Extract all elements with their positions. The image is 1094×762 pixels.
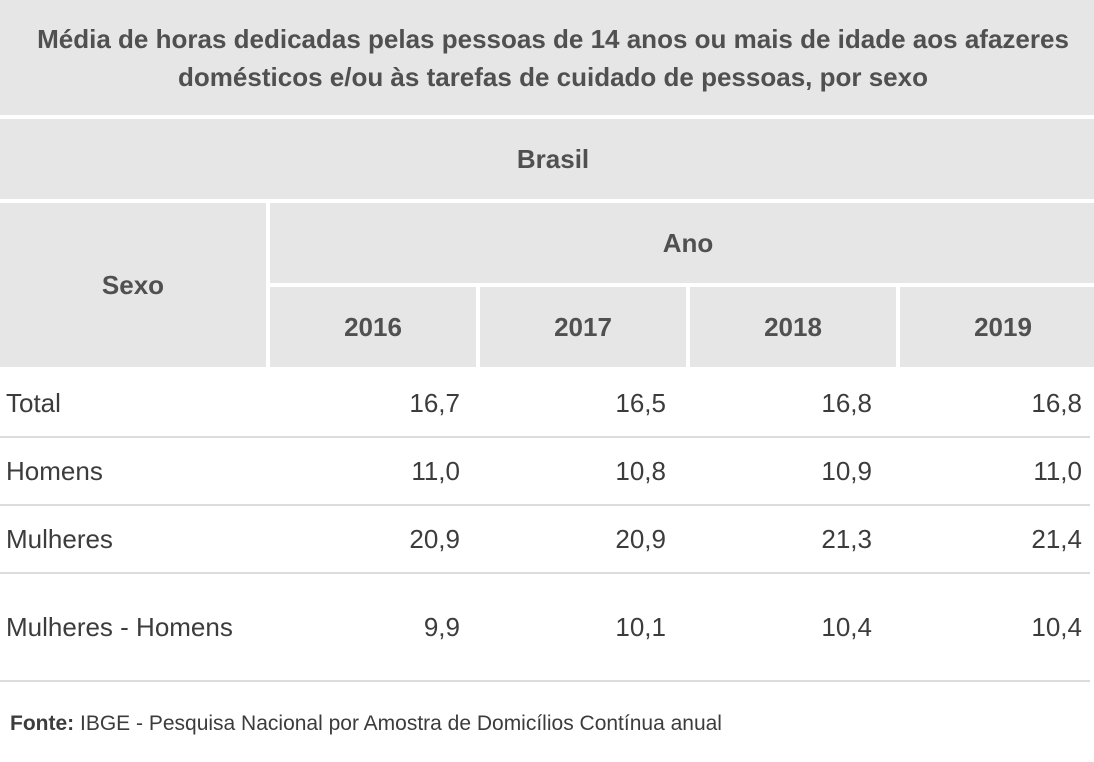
cell-value: 10,8 [468, 437, 674, 506]
group-header: Ano [270, 203, 1094, 283]
row-label: Homens [0, 437, 262, 506]
cell-value: 20,9 [262, 505, 468, 574]
cell-value: 21,4 [880, 505, 1090, 574]
cell-value: 16,5 [468, 370, 674, 438]
year-header-2017: 2017 [480, 287, 686, 367]
table-row: Mulheres 20,9 20,9 21,3 21,4 [0, 505, 1090, 574]
cell-value: 16,7 [262, 370, 468, 438]
header-table: Média de horas dedicadas pelas pessoas d… [0, 0, 1094, 371]
cell-value: 21,3 [674, 505, 880, 574]
body-table: Total 16,7 16,5 16,8 16,8 Homens 11,0 10… [0, 370, 1090, 682]
row-label-header: Sexo [0, 203, 266, 367]
cell-value: 10,4 [674, 573, 880, 682]
cell-value: 10,1 [468, 573, 674, 682]
table-row: Mulheres - Homens 9,9 10,1 10,4 10,4 [0, 573, 1090, 682]
cell-value: 10,9 [674, 437, 880, 506]
region-header: Brasil [0, 119, 1094, 199]
cell-value: 16,8 [880, 370, 1090, 438]
table-row: Total 16,7 16,5 16,8 16,8 [0, 370, 1090, 438]
source-text: IBGE - Pesquisa Nacional por Amostra de … [74, 712, 722, 735]
cell-value: 9,9 [262, 573, 468, 682]
source-label: Fonte: [10, 712, 75, 735]
row-label: Mulheres - Homens [0, 573, 262, 682]
table-row: Homens 11,0 10,8 10,9 11,0 [0, 437, 1090, 506]
cell-value: 16,8 [674, 370, 880, 438]
cell-value: 11,0 [880, 437, 1090, 506]
source-note: Fonte: IBGE - Pesquisa Nacional por Amos… [10, 712, 722, 736]
cell-value: 20,9 [468, 505, 674, 574]
year-header-2016: 2016 [270, 287, 476, 367]
table-title: Média de horas dedicadas pelas pessoas d… [0, 0, 1094, 115]
year-header-2019: 2019 [900, 287, 1094, 367]
row-label: Total [0, 370, 262, 438]
year-header-2018: 2018 [690, 287, 896, 367]
cell-value: 10,4 [880, 573, 1090, 682]
row-label: Mulheres [0, 505, 262, 574]
cell-value: 11,0 [262, 437, 468, 506]
